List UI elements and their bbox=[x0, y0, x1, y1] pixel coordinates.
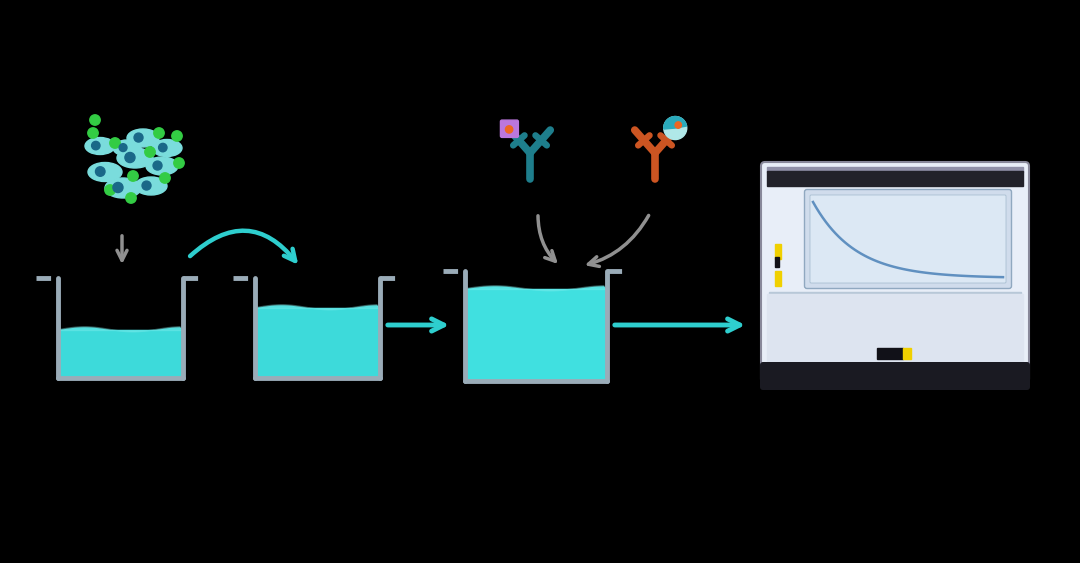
Circle shape bbox=[113, 182, 123, 193]
FancyBboxPatch shape bbox=[805, 190, 1012, 288]
Circle shape bbox=[125, 153, 135, 163]
Ellipse shape bbox=[113, 140, 141, 156]
Bar bbox=[767, 167, 1023, 172]
Circle shape bbox=[119, 144, 127, 151]
Circle shape bbox=[153, 161, 162, 170]
Circle shape bbox=[145, 147, 156, 157]
Ellipse shape bbox=[135, 177, 167, 195]
Circle shape bbox=[90, 115, 100, 125]
Wedge shape bbox=[664, 117, 687, 129]
Circle shape bbox=[105, 185, 116, 195]
Ellipse shape bbox=[152, 140, 183, 157]
Bar bbox=[775, 257, 779, 266]
Circle shape bbox=[153, 128, 164, 138]
Circle shape bbox=[92, 141, 100, 150]
Circle shape bbox=[134, 133, 143, 142]
Circle shape bbox=[125, 193, 136, 203]
Circle shape bbox=[143, 181, 151, 190]
Ellipse shape bbox=[87, 163, 122, 181]
Ellipse shape bbox=[117, 148, 153, 168]
Polygon shape bbox=[60, 330, 181, 376]
Bar bbox=[767, 294, 1023, 369]
Circle shape bbox=[95, 167, 105, 176]
Circle shape bbox=[110, 138, 120, 148]
FancyBboxPatch shape bbox=[761, 162, 1029, 383]
Circle shape bbox=[87, 128, 98, 138]
Bar bbox=[775, 271, 781, 286]
Ellipse shape bbox=[85, 137, 114, 154]
FancyBboxPatch shape bbox=[760, 362, 1030, 390]
Circle shape bbox=[160, 173, 171, 183]
Bar bbox=[877, 348, 903, 359]
FancyBboxPatch shape bbox=[500, 120, 518, 137]
Bar bbox=[767, 171, 1023, 186]
Ellipse shape bbox=[146, 157, 178, 175]
Polygon shape bbox=[257, 308, 378, 376]
Circle shape bbox=[505, 126, 513, 133]
Circle shape bbox=[675, 122, 681, 128]
Circle shape bbox=[127, 171, 138, 181]
Circle shape bbox=[664, 117, 687, 140]
FancyBboxPatch shape bbox=[810, 195, 1005, 283]
Bar bbox=[775, 244, 781, 259]
Circle shape bbox=[172, 131, 183, 141]
Circle shape bbox=[159, 144, 167, 152]
Ellipse shape bbox=[127, 129, 159, 147]
Circle shape bbox=[174, 158, 185, 168]
Ellipse shape bbox=[105, 178, 141, 198]
Bar bbox=[903, 348, 912, 359]
Bar bbox=[769, 292, 1021, 298]
Polygon shape bbox=[467, 289, 605, 379]
